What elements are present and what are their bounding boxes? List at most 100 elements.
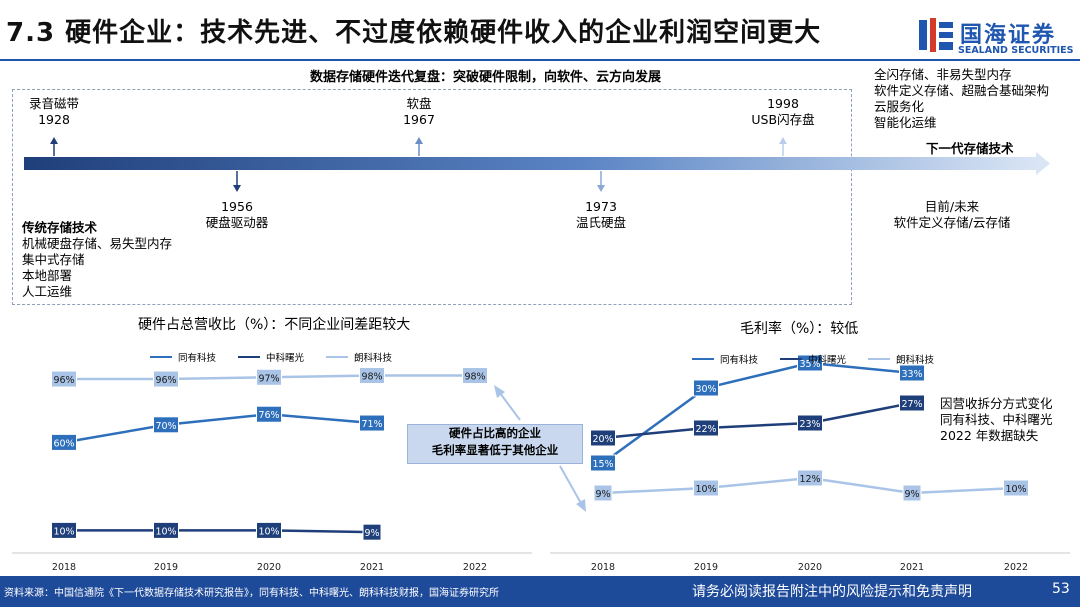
tick-1973-head [597, 185, 605, 192]
x-tick-label: 2020 [798, 562, 822, 573]
data-label: 98% [464, 372, 485, 383]
data-label: 76% [258, 410, 279, 421]
traditional-title: 传统存储技术 [22, 220, 98, 235]
note-line: 同有科技、中科曙光 [940, 412, 1053, 427]
data-point [693, 479, 719, 497]
timeline-box [12, 89, 852, 305]
legend-item: 同有科技 [692, 352, 758, 366]
next-gen-item: 全闪存储、非易失型内存 [874, 67, 1012, 82]
data-label: 27% [901, 399, 922, 410]
sealand-logo: 国海证券 SEALAND SECURITIES [916, 16, 1073, 60]
data-label: 98% [361, 372, 382, 383]
x-tick-label: 2022 [1004, 562, 1028, 573]
data-label: 10% [155, 526, 176, 537]
page-number: 53 [1052, 581, 1070, 597]
x-tick-label: 2022 [463, 562, 487, 573]
data-point [362, 523, 382, 541]
traditional-item: 人工运维 [22, 284, 73, 299]
series-line [64, 529, 373, 534]
data-point [153, 521, 179, 539]
event-1998-name: USB闪存盘 [751, 112, 815, 127]
callout-line: 硬件占比高的企业 [449, 426, 541, 440]
x-tick-label: 2021 [900, 562, 924, 573]
x-tick-label: 2018 [591, 562, 615, 573]
series-line [602, 401, 913, 440]
future-desc: 软件定义存储/云存储 [893, 215, 1011, 230]
legend-item: 朗科科技 [868, 352, 934, 366]
data-point [153, 416, 179, 434]
data-point [256, 405, 282, 423]
data-point [256, 368, 282, 386]
data-point [359, 367, 385, 385]
traditional-item: 集中式存储 [22, 252, 85, 267]
chart1-title: 硬件占总营收比（%）：不同企业间差距较大 [138, 317, 411, 333]
next-gen-features: 全闪存储、非易失型内存 软件定义存储、超融合基础架构 云服务化 智能化运维 [874, 67, 1049, 131]
data-point [693, 419, 719, 437]
data-point [153, 370, 179, 388]
chart-gross-margin: 2018 2019 2020 2021 2022 15% 30% 35% 33% 20% 22% 23… [590, 354, 1029, 573]
chart2-legend: 同有科技 中科曙光 朗科科技 [692, 352, 934, 366]
note-line: 2022 年数据缺失 [940, 428, 1039, 443]
data-label: 9% [904, 489, 919, 500]
data-point [1003, 479, 1029, 497]
data-label: 23% [799, 419, 820, 430]
chart-hardware-revenue-share: 2018 2019 2020 2021 2022 60% 70% 76% 71% 10% 10% 10… [51, 367, 488, 573]
callout-arrows [494, 385, 586, 512]
data-label: 35% [799, 359, 820, 370]
logo-text-en: SEALAND SECURITIES [958, 45, 1074, 56]
data-label: 15% [592, 459, 613, 470]
data-label: 9% [364, 528, 379, 539]
data-point [256, 521, 282, 539]
event-1973-name: 温氏硬盘 [575, 215, 626, 230]
event-1973: 1973 温氏硬盘 [561, 199, 641, 231]
legend-item: 朗科科技 [326, 350, 392, 364]
tick-1956-head [233, 185, 241, 192]
data-note: 因营收拆分方式变化 同有科技、中科曙光 2022 年数据缺失 [940, 396, 1053, 444]
timeline-arrow [24, 152, 1050, 175]
traditional-storage: 传统存储技术 机械硬盘存储、易失型内存 集中式存储 本地部署 人工运维 [22, 220, 172, 300]
data-point [693, 379, 719, 397]
footer-bar [0, 576, 1080, 607]
next-gen-item: 软件定义存储、超融合基础架构 [874, 83, 1050, 98]
callout-line: 毛利率显著低于其他企业 [431, 443, 559, 457]
data-point [899, 394, 925, 412]
data-label: 71% [361, 419, 382, 430]
data-point [902, 484, 922, 502]
data-point [51, 433, 77, 451]
event-1998: 1998 USB闪存盘 [743, 96, 823, 128]
data-point [797, 414, 823, 432]
legend-item: 中科曙光 [238, 350, 304, 364]
tick-1998-head [779, 137, 787, 144]
next-gen-label: 下一代存储技术 [926, 141, 1014, 156]
future-event: 目前/未来 软件定义存储/云存储 [892, 199, 1012, 231]
data-point [590, 454, 616, 472]
data-point [51, 521, 77, 539]
series-line [602, 361, 913, 465]
chart1-legend: 同有科技 中科曙光 朗科科技 [150, 350, 392, 364]
data-point [51, 370, 77, 388]
event-1967-year: 1967 [403, 112, 435, 127]
event-1967: 软盘 1967 [389, 96, 449, 128]
legend-item: 同有科技 [150, 350, 216, 364]
data-label: 96% [155, 375, 176, 386]
data-label: 10% [258, 526, 279, 537]
event-1998-year: 1998 [767, 96, 799, 111]
data-point [462, 367, 488, 385]
tick-1928-head [50, 137, 58, 144]
page-title: 7.3 硬件企业：技术先进、不过度依赖硬件收入的企业利润空间更大 [6, 18, 822, 48]
x-tick-label: 2020 [257, 562, 281, 573]
callout-box: 硬件占比高的企业 毛利率显著低于其他企业 [407, 424, 583, 464]
data-point [797, 469, 823, 487]
legend-item: 中科曙光 [780, 352, 846, 366]
traditional-item: 机械硬盘存储、易失型内存 [22, 236, 173, 251]
next-gen-item: 智能化运维 [874, 115, 937, 130]
event-1967-name: 软盘 [406, 96, 432, 111]
logo-text-cn: 国海证券 [960, 23, 1057, 48]
data-label: 10% [1005, 484, 1026, 495]
x-tick-label: 2019 [694, 562, 718, 573]
footer-disclaimer: 请务必阅读报告附注中的风险提示和免责声明 [692, 584, 972, 600]
event-1928-name: 录音磁带 [28, 96, 79, 111]
x-tick-label: 2021 [360, 562, 384, 573]
next-gen-item: 云服务化 [874, 99, 925, 114]
data-point [359, 414, 385, 432]
